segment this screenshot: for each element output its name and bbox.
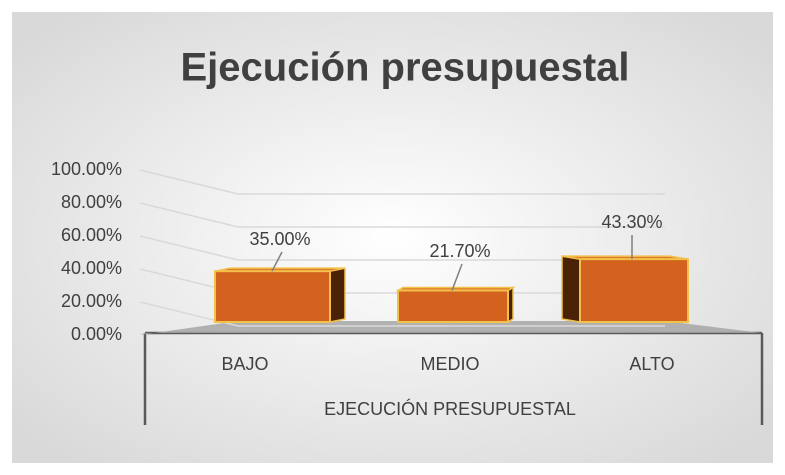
y-tick-label: 40.00% [61, 258, 122, 278]
data-label: 43.30% [601, 212, 662, 232]
bar [397, 289, 509, 324]
y-tick-label: 0.00% [71, 324, 122, 344]
x-tick-label: MEDIO [420, 354, 479, 374]
grid-line [139, 235, 665, 261]
bar [579, 258, 689, 323]
leader-line [271, 251, 283, 272]
x-axis-label: EJECUCIÓN PRESUPUESTAL [324, 398, 576, 419]
y-tick-label: 100.00% [51, 159, 122, 179]
y-tick-label: 60.00% [61, 225, 122, 245]
bar-side [329, 267, 346, 323]
floor [140, 321, 762, 335]
grid-line [139, 202, 665, 228]
grid-line [139, 169, 665, 195]
data-label: 35.00% [249, 229, 310, 249]
y-tick-label: 20.00% [61, 291, 122, 311]
y-tick-label: 80.00% [61, 192, 122, 212]
bar-side [561, 255, 581, 323]
x-tick-label: BAJO [221, 354, 268, 374]
plot-background [12, 12, 773, 463]
x-tick-label: ALTO [629, 354, 674, 374]
grid-line [139, 301, 665, 327]
chart-title: Ejecución presupuestal [180, 46, 629, 90]
data-label: 21.70% [429, 241, 490, 261]
bar [214, 270, 331, 323]
leader-line [451, 263, 463, 291]
